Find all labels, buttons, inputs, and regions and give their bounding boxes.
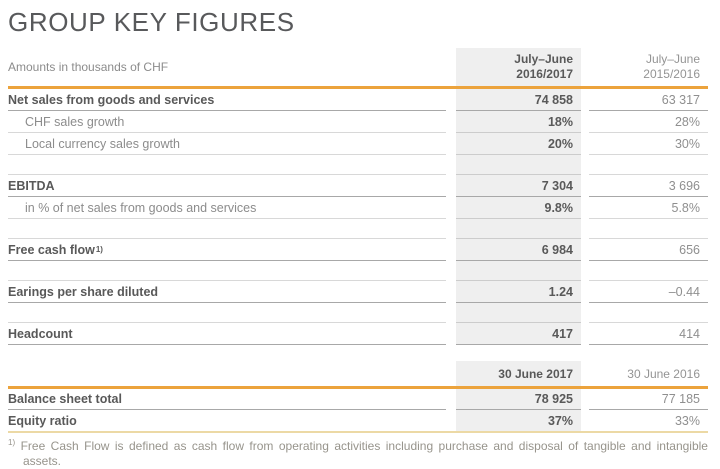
spacer-cell bbox=[456, 155, 581, 175]
spacer-cell bbox=[8, 219, 446, 239]
spacer-cell bbox=[8, 155, 446, 175]
row-label: CHF sales growth bbox=[8, 111, 446, 133]
footnote-marker: 1) bbox=[8, 438, 16, 447]
table-row: CHF sales growth 18% 28% bbox=[8, 111, 708, 133]
spacer-row bbox=[8, 155, 708, 175]
row-label: Free cash flow 1) bbox=[8, 239, 446, 261]
row-value-prior: 77 185 bbox=[589, 389, 708, 410]
row-value-prior: 656 bbox=[589, 239, 708, 261]
balance-header-empty bbox=[8, 361, 446, 386]
current-date-header: 30 June 2017 bbox=[456, 361, 581, 386]
accent-divider bbox=[8, 86, 708, 89]
current-period-header: July–June 2016/2017 bbox=[456, 48, 581, 86]
spacer-row bbox=[8, 303, 708, 323]
table-row: Equity ratio 37% 33% bbox=[8, 410, 708, 431]
row-value-prior: –0.44 bbox=[589, 281, 708, 303]
row-label: Balance sheet total bbox=[8, 389, 446, 410]
row-value-current: 1.24 bbox=[456, 281, 581, 303]
row-value-prior: 30% bbox=[589, 133, 708, 155]
spacer-cell bbox=[456, 261, 581, 281]
table-row: Local currency sales growth 20% 30% bbox=[8, 133, 708, 155]
row-label: Equity ratio bbox=[8, 413, 77, 428]
row-label: Net sales from goods and services bbox=[8, 89, 446, 111]
row-value-prior: 28% bbox=[589, 111, 708, 133]
row-value-prior: 414 bbox=[589, 323, 708, 345]
row-value-prior: 5.8% bbox=[589, 197, 708, 219]
spacer-row bbox=[8, 219, 708, 239]
balance-header-row: 30 June 2017 30 June 2016 bbox=[8, 361, 708, 386]
row-value-current: 78 925 bbox=[456, 389, 581, 410]
row-value-current: 417 bbox=[456, 323, 581, 345]
row-value-current: 74 858 bbox=[456, 89, 581, 111]
current-period-line1: July–June bbox=[514, 52, 573, 66]
row-label: EBITDA bbox=[8, 175, 446, 197]
spacer-cell bbox=[589, 303, 708, 323]
spacer-row bbox=[8, 261, 708, 281]
table-row: Earings per share diluted 1.24 –0.44 bbox=[8, 281, 708, 303]
soft-divider bbox=[8, 431, 708, 433]
row-label: Local currency sales growth bbox=[8, 133, 446, 155]
row-label-text: Free cash flow bbox=[8, 242, 95, 257]
row-value-prior: 63 317 bbox=[589, 89, 708, 111]
spacer-cell bbox=[456, 219, 581, 239]
prior-date-header: 30 June 2016 bbox=[627, 366, 700, 381]
spacer-cell bbox=[589, 155, 708, 175]
row-value-current: 6 984 bbox=[456, 239, 581, 261]
prior-period-line2: 2015/2016 bbox=[643, 67, 700, 81]
prior-period-header: July–June 2015/2016 bbox=[589, 48, 708, 86]
row-value-current: 37% bbox=[456, 410, 581, 431]
row-label: in % of net sales from goods and service… bbox=[8, 197, 446, 219]
row-value-prior: 33% bbox=[674, 413, 700, 428]
amounts-note: Amounts in thousands of CHF bbox=[8, 60, 169, 74]
row-label: Headcount bbox=[8, 323, 446, 345]
spacer-cell bbox=[8, 303, 446, 323]
current-period-line2: 2016/2017 bbox=[516, 67, 573, 81]
table-row: Net sales from goods and services 74 858… bbox=[8, 89, 708, 111]
footnote-text: Free Cash Flow is defined as cash flow f… bbox=[20, 439, 708, 468]
row-value-current: 9.8% bbox=[456, 197, 581, 219]
table-row: EBITDA 7 304 3 696 bbox=[8, 175, 708, 197]
row-value-current: 18% bbox=[456, 111, 581, 133]
row-value-current: 20% bbox=[456, 133, 581, 155]
row-value-prior: 3 696 bbox=[589, 175, 708, 197]
spacer-cell bbox=[456, 303, 581, 323]
row-value-current: 7 304 bbox=[456, 175, 581, 197]
prior-period-line1: July–June bbox=[645, 52, 700, 66]
table-gap bbox=[8, 345, 708, 361]
spacer-cell bbox=[8, 261, 446, 281]
key-figures-header-row: Amounts in thousands of CHF July–June 20… bbox=[8, 48, 708, 86]
table-row: in % of net sales from goods and service… bbox=[8, 197, 708, 219]
footnote: 1) Free Cash Flow is defined as cash flo… bbox=[8, 439, 708, 469]
accent-divider bbox=[8, 386, 708, 389]
spacer-cell bbox=[589, 261, 708, 281]
spacer-cell bbox=[589, 219, 708, 239]
table-row: Headcount 417 414 bbox=[8, 323, 708, 345]
page-title: GROUP KEY FIGURES bbox=[8, 7, 295, 37]
row-label: Earings per share diluted bbox=[8, 281, 446, 303]
table-row: Balance sheet total 78 925 77 185 bbox=[8, 389, 708, 410]
table-row: Free cash flow 1) 6 984 656 bbox=[8, 239, 708, 261]
